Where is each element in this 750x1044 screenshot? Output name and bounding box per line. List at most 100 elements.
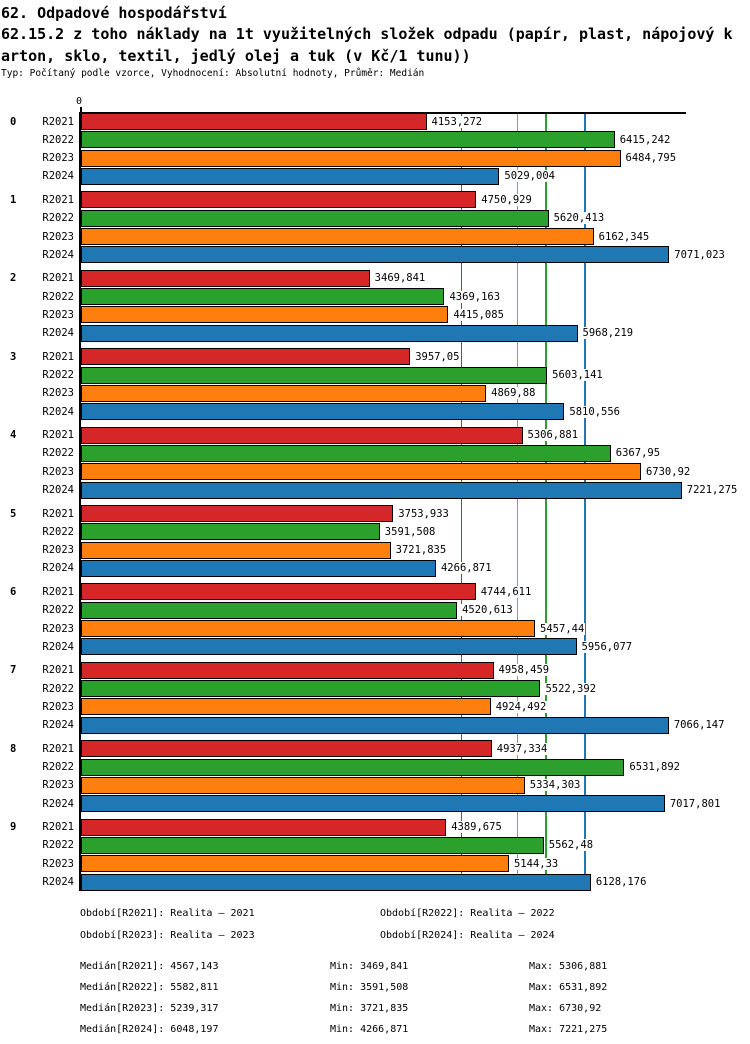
bar-value-r2022-group-7: 5522,392 — [544, 682, 598, 695]
bar-value-r2023-group-9: 5144,33 — [512, 857, 560, 870]
bar-value-r2023-group-0: 6484,795 — [624, 152, 678, 165]
row-label-r2021-group-6: R2021 — [42, 585, 74, 598]
median-r2022: Medián[R2022]: 5582,811 — [80, 982, 219, 993]
row-label-r2021-group-3: R2021 — [42, 350, 74, 363]
bar-value-r2023-group-1: 6162,345 — [597, 230, 651, 243]
bar-value-r2022-group-1: 5620,413 — [552, 212, 606, 225]
bar-value-r2023-group-7: 4924,492 — [494, 700, 548, 713]
bar-value-r2023-group-2: 4415,085 — [452, 308, 505, 321]
bar-r2024-group-4 — [81, 481, 682, 499]
chart-meta-info: Typ: Počítaný podle vzorce, Vyhodnocení:… — [1, 68, 425, 79]
bar-r2021-group-7 — [81, 661, 494, 679]
bar-r2021-group-8 — [81, 740, 492, 758]
bar-value-r2022-group-9: 5562,48 — [547, 839, 595, 852]
min-r2024: Min: 4266,871 — [330, 1024, 409, 1035]
row-label-r2024-group-8: R2024 — [42, 797, 74, 810]
bar-value-r2023-group-4: 6730,92 — [644, 465, 692, 478]
row-label-r2022-group-6: R2022 — [42, 604, 74, 617]
row-label-r2023-group-3: R2023 — [42, 387, 74, 400]
bar-value-r2021-group-6: 4744,611 — [479, 585, 533, 598]
bar-r2023-group-5 — [81, 541, 391, 559]
bar-value-r2021-group-3: 3957,05 — [414, 350, 461, 363]
bar-r2023-group-9 — [81, 855, 509, 873]
median-r2023: Medián[R2023]: 5239,317 — [80, 1003, 219, 1014]
bar-value-r2021-group-9: 4389,675 — [450, 821, 503, 834]
row-label-r2022-group-2: R2022 — [42, 290, 74, 303]
bar-value-r2024-group-8: 7017,801 — [668, 797, 722, 810]
row-label-r2023-group-0: R2023 — [42, 152, 74, 165]
bar-r2024-group-9 — [81, 873, 591, 891]
row-label-r2023-group-8: R2023 — [42, 779, 74, 792]
bar-r2021-group-1 — [81, 191, 477, 209]
bar-r2024-group-1 — [81, 246, 670, 264]
row-label-r2024-group-7: R2024 — [42, 719, 74, 732]
plot-area: 0 0 R2021 4153,272 R2022 6415,242 R2023 6484,7… — [0, 96, 750, 906]
row-label-r2023-group-5: R2023 — [42, 544, 74, 557]
row-label-r2022-group-0: R2022 — [42, 133, 74, 146]
bar-r2024-group-6 — [81, 638, 577, 656]
bar-value-r2024-group-9: 6128,176 — [594, 876, 648, 889]
row-label-r2022-group-4: R2022 — [42, 447, 74, 460]
row-label-r2022-group-9: R2022 — [42, 839, 74, 852]
bar-r2024-group-8 — [81, 795, 665, 813]
group-label-6: 6 — [10, 585, 17, 598]
page-subtitle-line2: arton, sklo, textil, jedlý olej a tuk (v… — [1, 47, 471, 65]
bar-r2022-group-3 — [81, 366, 548, 384]
bar-value-r2022-group-2: 4369,163 — [448, 290, 502, 303]
row-label-r2021-group-7: R2021 — [42, 664, 74, 677]
page-title: 62. Odpadové hospodářství — [1, 4, 227, 22]
row-label-r2024-group-1: R2024 — [42, 248, 74, 261]
group-label-3: 3 — [10, 350, 17, 363]
bar-value-r2021-group-4: 5306,881 — [526, 429, 580, 442]
bar-value-r2024-group-7: 7066,147 — [672, 719, 726, 732]
bar-r2023-group-8 — [81, 776, 525, 794]
row-label-r2022-group-3: R2022 — [42, 369, 74, 382]
group-label-4: 4 — [10, 429, 17, 442]
row-label-r2023-group-2: R2023 — [42, 308, 74, 321]
bar-r2024-group-5 — [81, 559, 436, 577]
row-label-r2021-group-5: R2021 — [42, 507, 74, 520]
bar-r2024-group-7 — [81, 716, 669, 734]
median-r2024: Medián[R2024]: 6048,197 — [80, 1024, 219, 1035]
row-label-r2023-group-4: R2023 — [42, 465, 74, 478]
bar-r2024-group-2 — [81, 324, 578, 342]
bar-value-r2022-group-4: 6367,95 — [614, 447, 662, 460]
bar-r2022-group-6 — [81, 601, 458, 619]
bar-value-r2023-group-5: 3721,835 — [394, 544, 448, 557]
group-label-2: 2 — [10, 272, 17, 285]
row-label-r2021-group-1: R2021 — [42, 193, 74, 206]
row-label-r2024-group-3: R2024 — [42, 405, 74, 418]
row-label-r2023-group-9: R2023 — [42, 857, 74, 870]
bar-r2021-group-6 — [81, 583, 476, 601]
bar-r2022-group-8 — [81, 758, 625, 776]
group-label-8: 8 — [10, 742, 17, 755]
bar-r2022-group-7 — [81, 680, 541, 698]
legend-item-r2023: Období[R2023]: Realita – 2023 — [80, 930, 255, 941]
min-r2021: Min: 3469,841 — [330, 961, 409, 972]
bar-r2021-group-5 — [81, 505, 394, 522]
median-r2021: Medián[R2021]: 4567,143 — [80, 961, 219, 972]
bar-value-r2021-group-7: 4958,459 — [497, 664, 551, 677]
bar-value-r2022-group-5: 3591,508 — [383, 525, 437, 538]
bar-r2023-group-2 — [81, 306, 449, 324]
bar-r2023-group-0 — [81, 149, 621, 167]
max-r2022: Max: 6531,892 — [529, 982, 608, 993]
bar-value-r2024-group-3: 5810,556 — [568, 405, 621, 418]
x-axis-zero-tick-label: 0 — [76, 96, 83, 107]
bar-value-r2022-group-3: 5603,141 — [551, 369, 604, 382]
group-label-1: 1 — [10, 193, 17, 206]
bar-value-r2024-group-0: 5029,004 — [503, 170, 556, 183]
bar-r2022-group-4 — [81, 444, 611, 462]
max-r2024: Max: 7221,275 — [529, 1024, 608, 1035]
bar-value-r2024-group-4: 7221,275 — [685, 484, 739, 497]
bar-r2022-group-2 — [81, 288, 445, 306]
bar-value-r2021-group-1: 4750,929 — [480, 193, 533, 206]
group-label-0: 0 — [10, 115, 17, 128]
row-label-r2024-group-4: R2024 — [42, 484, 74, 497]
bar-r2021-group-3 — [81, 348, 411, 366]
bar-r2022-group-1 — [81, 209, 549, 227]
bar-value-r2024-group-1: 7071,023 — [673, 248, 726, 261]
row-label-r2024-group-5: R2024 — [42, 562, 74, 575]
row-label-r2022-group-1: R2022 — [42, 212, 74, 225]
